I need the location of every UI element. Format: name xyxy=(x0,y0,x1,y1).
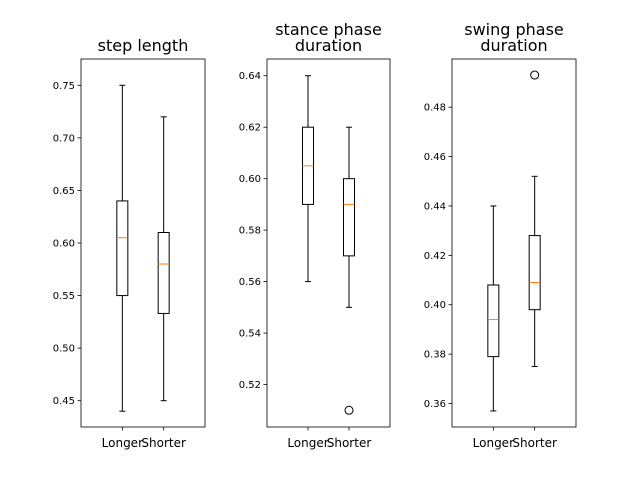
panel-title: swing phase xyxy=(464,20,564,39)
axes-frame xyxy=(266,58,391,428)
y-tick-label: 0.48 xyxy=(424,103,446,114)
y-tick-label: 0.60 xyxy=(53,239,75,250)
y-tick-label: 0.45 xyxy=(53,396,75,407)
y-tick-label: 0.65 xyxy=(53,186,75,197)
box-iqr xyxy=(343,178,355,257)
y-tick-label: 0.62 xyxy=(239,123,261,134)
box-iqr xyxy=(116,200,129,297)
y-tick-label: 0.60 xyxy=(239,174,261,185)
box-longer xyxy=(302,75,314,283)
panel-title: duration xyxy=(480,36,547,55)
box-shorter xyxy=(528,70,541,367)
y-tick-label: 0.70 xyxy=(53,133,75,144)
y-tick-label: 0.44 xyxy=(424,201,446,212)
y-tick-label: 0.50 xyxy=(53,344,75,355)
panel-2: 0.52 0.54 0.56 0.58 0.60 0.62 0.64 LongerShorte… xyxy=(239,20,391,450)
outlier-point xyxy=(344,405,354,415)
box-iqr xyxy=(528,235,541,311)
y-tick-label: 0.56 xyxy=(239,277,261,288)
box-shorter xyxy=(157,116,170,402)
box-shorter xyxy=(343,126,355,415)
x-tick-label: Shorter xyxy=(512,436,557,450)
panels: 0.450.500.550.600.650.700.75LongerShorte… xyxy=(53,20,577,450)
outlier-point xyxy=(530,70,540,80)
box-iqr xyxy=(487,284,500,358)
y-tick-label: 0.40 xyxy=(424,300,446,311)
x-tick-label: Longer xyxy=(473,436,514,450)
panel-title: step length xyxy=(98,36,189,55)
panel-title: duration xyxy=(295,36,362,55)
y-tick-label: 0.38 xyxy=(424,350,446,361)
panel-1: 0.45 0.50 0.55 0.60 0.65 0.70 0.75 LongerShorte… xyxy=(53,36,206,450)
y-tick-label: 0.36 xyxy=(424,399,446,410)
x-tick-label: Longer xyxy=(287,436,328,450)
axes-frame xyxy=(451,58,577,428)
box-longer xyxy=(116,84,129,412)
y-tick-label: 0.58 xyxy=(239,226,261,237)
y-tick-label: 0.55 xyxy=(53,291,75,302)
y-tick-label: 0.42 xyxy=(424,251,446,262)
panel-title: stance phase xyxy=(275,20,382,39)
y-tick-label: 0.52 xyxy=(239,380,261,391)
x-tick-label: Longer xyxy=(102,436,143,450)
y-tick-label: 0.75 xyxy=(53,81,75,92)
y-tick-label: 0.46 xyxy=(424,152,446,163)
panel-3: 0.36 0.38 0.40 0.42 0.44 0.46 0.48 LongerShorte… xyxy=(424,20,577,450)
y-tick-label: 0.54 xyxy=(239,329,261,340)
box-iqr xyxy=(157,231,170,314)
x-tick-label: Shorter xyxy=(327,436,372,450)
y-tick-label: 0.64 xyxy=(239,71,261,82)
box-longer xyxy=(487,205,500,412)
x-tick-label: Shorter xyxy=(141,436,186,450)
